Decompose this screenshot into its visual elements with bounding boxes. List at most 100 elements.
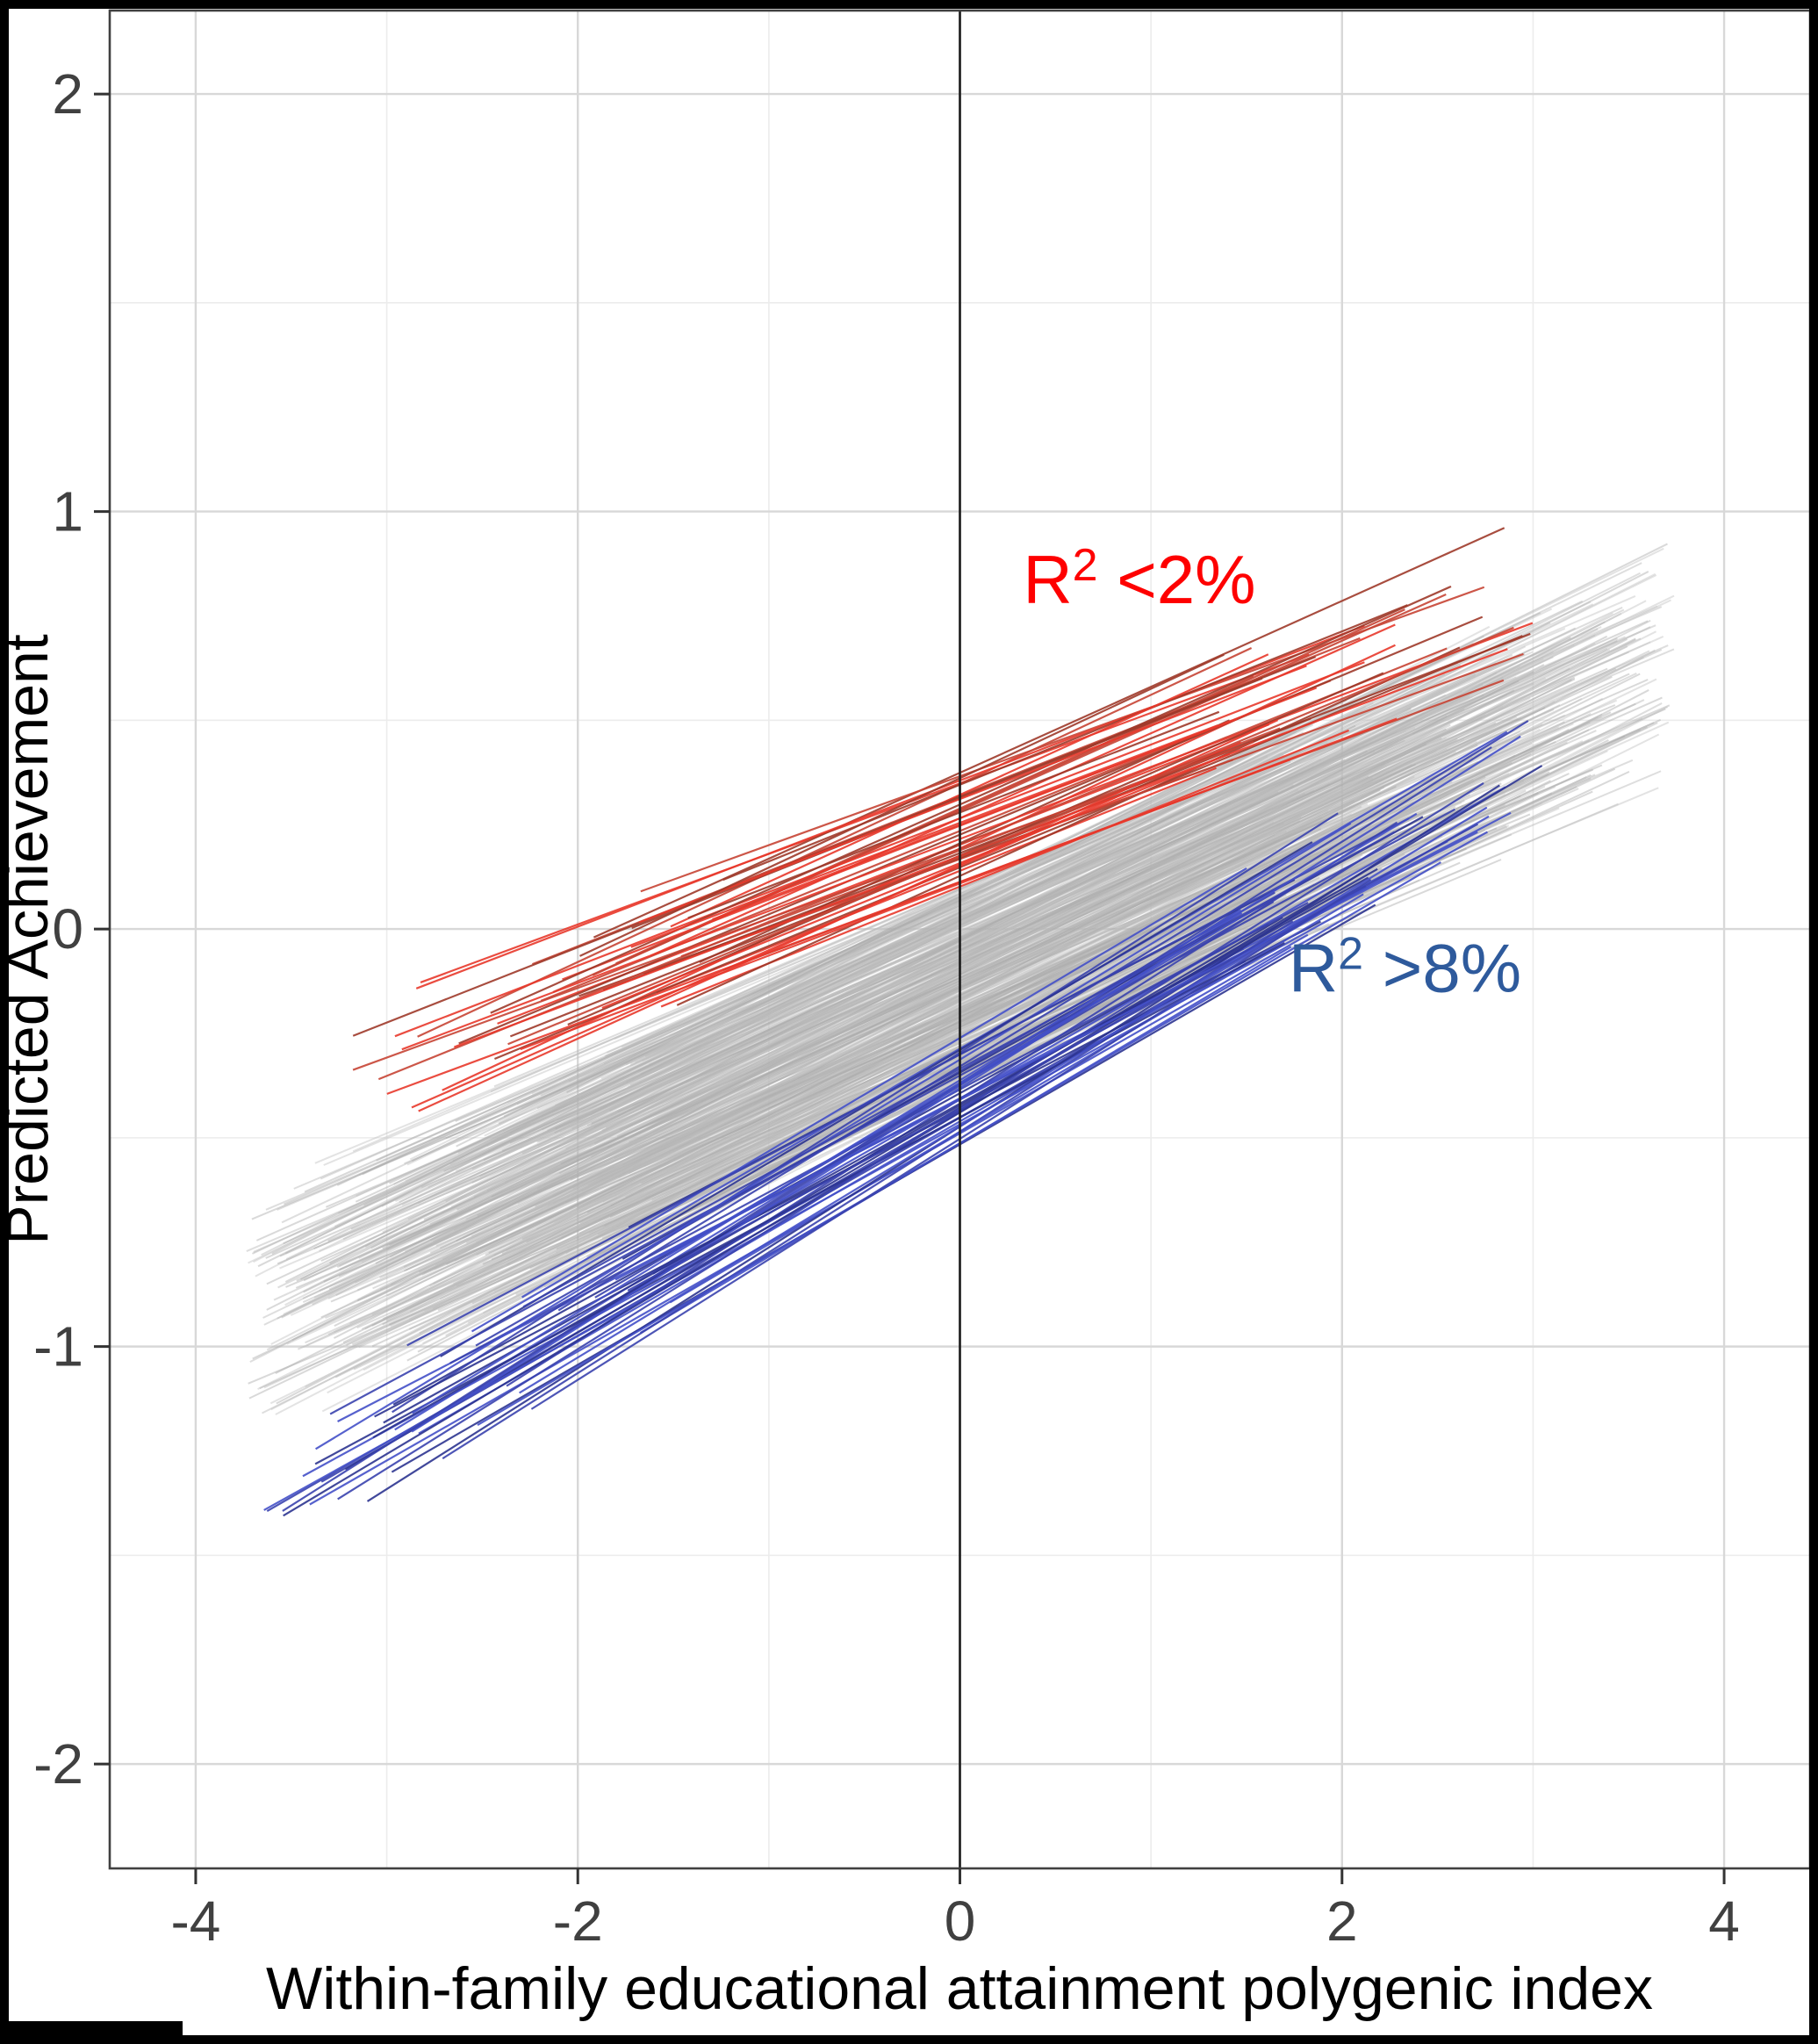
regression-line-sibling-slopes-mid-r2-gray bbox=[476, 893, 1275, 1256]
regression-line-sibling-slopes-mid-r2-gray bbox=[285, 599, 1671, 1260]
regression-line-sibling-slopes-mid-r2-gray bbox=[589, 695, 1470, 1117]
regression-line-sibling-slopes-mid-r2-gray bbox=[606, 831, 1287, 1120]
regression-line-sibling-slopes-mid-r2-gray bbox=[358, 652, 1521, 1176]
x-tick-label: -2 bbox=[553, 1889, 603, 1953]
regression-line-sibling-slopes-mid-r2-gray bbox=[323, 873, 1303, 1283]
regression-line-sibling-slopes-mid-r2-gray bbox=[379, 836, 1337, 1291]
regression-line-sibling-slopes-mid-r2-gray bbox=[493, 654, 1513, 1088]
regression-line-sibling-slopes-mid-r2-gray bbox=[417, 699, 1452, 1205]
regression-line-sibling-slopes-mid-r2-gray bbox=[622, 805, 1362, 1166]
regression-line-sibling-slopes-mid-r2-gray bbox=[431, 677, 1387, 1174]
regression-line-sibling-slopes-mid-r2-gray bbox=[431, 630, 1657, 1244]
regression-line-sibling-slopes-mid-r2-gray bbox=[504, 777, 1374, 1184]
regression-line-sibling-slopes-mid-r2-gray bbox=[632, 781, 1453, 1169]
regression-line-sibling-slopes-mid-r2-gray bbox=[642, 789, 1271, 1078]
regression-line-sibling-slopes-mid-r2-gray bbox=[370, 634, 1596, 1249]
regression-line-sibling-slopes-mid-r2-gray bbox=[284, 572, 1641, 1255]
x-tick-label: 0 bbox=[945, 1889, 976, 1953]
regression-line-sibling-slopes-mid-r2-gray bbox=[249, 707, 1532, 1364]
regression-line-sibling-slopes-mid-r2-gray bbox=[576, 747, 1498, 1211]
regression-line-low-r2-slopes-red bbox=[722, 604, 1408, 882]
y-axis-title: Predicted Achievement bbox=[0, 634, 61, 1245]
regression-line-sibling-slopes-mid-r2-gray bbox=[388, 853, 1405, 1326]
regression-line-sibling-slopes-mid-r2-gray bbox=[327, 643, 1596, 1296]
regression-line-sibling-slopes-mid-r2-gray bbox=[364, 772, 1464, 1249]
regression-line-sibling-slopes-mid-r2-gray bbox=[349, 824, 1510, 1324]
regression-line-low-r2-slopes-red bbox=[507, 626, 1514, 1046]
regression-line-sibling-slopes-mid-r2-gray bbox=[281, 738, 1458, 1319]
regression-line-sibling-slopes-mid-r2-gray bbox=[635, 741, 1328, 1064]
regression-line-sibling-slopes-mid-r2-gray bbox=[550, 728, 1541, 1183]
regression-line-sibling-slopes-mid-r2-gray bbox=[320, 843, 1354, 1319]
y-tick-label: -2 bbox=[33, 1732, 83, 1796]
regression-line-low-r2-slopes-red bbox=[638, 665, 1307, 924]
regression-line-sibling-slopes-mid-r2-gray bbox=[407, 716, 1602, 1220]
regression-line-sibling-slopes-mid-r2-gray bbox=[434, 822, 1395, 1270]
regression-line-sibling-slopes-mid-r2-gray bbox=[376, 759, 1275, 1162]
regression-line-sibling-slopes-mid-r2-gray bbox=[338, 762, 1385, 1267]
regression-line-sibling-slopes-mid-r2-gray bbox=[486, 709, 1555, 1192]
regression-line-sibling-slopes-mid-r2-gray bbox=[433, 806, 1456, 1285]
regression-line-sibling-slopes-mid-r2-gray bbox=[455, 768, 1283, 1122]
regression-line-sibling-slopes-mid-r2-gray bbox=[361, 765, 1388, 1263]
regression-line-sibling-slopes-mid-r2-gray bbox=[266, 851, 1275, 1351]
regression-line-sibling-slopes-mid-r2-gray bbox=[358, 612, 1613, 1260]
regression-line-high-r2-slopes-blue bbox=[406, 817, 1410, 1347]
regression-line-sibling-slopes-mid-r2-gray bbox=[446, 709, 1513, 1259]
regression-line-sibling-slopes-mid-r2-gray bbox=[483, 769, 1390, 1162]
x-tick-label: 4 bbox=[1708, 1889, 1740, 1953]
regression-line-sibling-slopes-mid-r2-gray bbox=[382, 827, 1498, 1326]
regression-line-sibling-slopes-mid-r2-gray bbox=[642, 733, 1302, 1062]
regression-line-sibling-slopes-mid-r2-gray bbox=[337, 648, 1675, 1214]
regression-line-sibling-slopes-mid-r2-gray bbox=[456, 679, 1572, 1242]
regression-line-sibling-slopes-mid-r2-gray bbox=[420, 799, 1311, 1189]
regression-line-sibling-slopes-mid-r2-gray bbox=[637, 651, 1629, 1073]
regression-line-low-r2-slopes-red bbox=[420, 653, 1310, 983]
regression-line-sibling-slopes-mid-r2-gray bbox=[303, 645, 1628, 1293]
red-r2-label: R2 <2% bbox=[1023, 540, 1255, 618]
regression-line-sibling-slopes-mid-r2-gray bbox=[263, 799, 1355, 1326]
regression-line-sibling-slopes-mid-r2-gray bbox=[405, 698, 1583, 1310]
regression-line-sibling-slopes-mid-r2-gray bbox=[568, 749, 1358, 1083]
y-tick-label: -1 bbox=[33, 1315, 83, 1378]
regression-line-sibling-slopes-mid-r2-gray bbox=[357, 864, 1268, 1301]
regression-line-sibling-slopes-mid-r2-gray bbox=[509, 676, 1576, 1144]
regression-line-sibling-slopes-mid-r2-gray bbox=[540, 777, 1290, 1097]
regression-line-sibling-slopes-mid-r2-gray bbox=[284, 803, 1273, 1306]
regression-line-sibling-slopes-mid-r2-gray bbox=[253, 714, 1486, 1253]
regression-line-sibling-slopes-mid-r2-gray bbox=[314, 626, 1602, 1164]
regression-line-sibling-slopes-mid-r2-gray bbox=[521, 721, 1670, 1240]
regression-line-high-r2-slopes-blue bbox=[519, 806, 1488, 1394]
y-tick-label: 1 bbox=[52, 480, 83, 543]
regression-line-high-r2-slopes-blue bbox=[329, 808, 1455, 1415]
regression-line-sibling-slopes-mid-r2-gray bbox=[617, 751, 1456, 1113]
regression-line-sibling-slopes-mid-r2-gray bbox=[437, 722, 1658, 1312]
regression-line-sibling-slopes-mid-r2-gray bbox=[302, 766, 1481, 1299]
regression-line-sibling-slopes-mid-r2-gray bbox=[253, 625, 1491, 1263]
regression-line-sibling-slopes-mid-r2-gray bbox=[590, 831, 1310, 1198]
regression-line-sibling-slopes-mid-r2-gray bbox=[452, 690, 1463, 1162]
regression-line-sibling-slopes-mid-r2-gray bbox=[293, 606, 1663, 1190]
regression-line-sibling-slopes-mid-r2-gray bbox=[579, 792, 1539, 1264]
regression-line-sibling-slopes-mid-r2-gray bbox=[623, 667, 1608, 1104]
regression-line-sibling-slopes-mid-r2-gray bbox=[586, 756, 1473, 1213]
regression-line-sibling-slopes-mid-r2-gray bbox=[449, 622, 1551, 1165]
regression-line-sibling-slopes-mid-r2-gray bbox=[266, 664, 1545, 1311]
regression-line-sibling-slopes-mid-r2-gray bbox=[649, 825, 1318, 1116]
regression-line-sibling-slopes-mid-r2-gray bbox=[429, 738, 1465, 1226]
regression-line-sibling-slopes-mid-r2-gray bbox=[484, 603, 1594, 1137]
regression-line-sibling-slopes-mid-r2-gray bbox=[526, 759, 1534, 1243]
regression-line-sibling-slopes-mid-r2-gray bbox=[275, 754, 1516, 1374]
regression-line-sibling-slopes-mid-r2-gray bbox=[621, 651, 1534, 1048]
regression-line-sibling-slopes-mid-r2-gray bbox=[403, 839, 1290, 1268]
regression-line-sibling-slopes-mid-r2-gray bbox=[342, 649, 1663, 1241]
regression-line-sibling-slopes-mid-r2-gray bbox=[273, 731, 1521, 1301]
regression-line-sibling-slopes-mid-r2-gray bbox=[471, 656, 1644, 1237]
regression-line-sibling-slopes-mid-r2-gray bbox=[333, 806, 1371, 1339]
regression-line-sibling-slopes-mid-r2-gray bbox=[421, 759, 1634, 1276]
regression-line-sibling-slopes-mid-r2-gray bbox=[257, 776, 1481, 1391]
regression-line-sibling-slopes-mid-r2-gray bbox=[320, 748, 1295, 1180]
regression-line-sibling-slopes-mid-r2-gray bbox=[569, 731, 1478, 1128]
